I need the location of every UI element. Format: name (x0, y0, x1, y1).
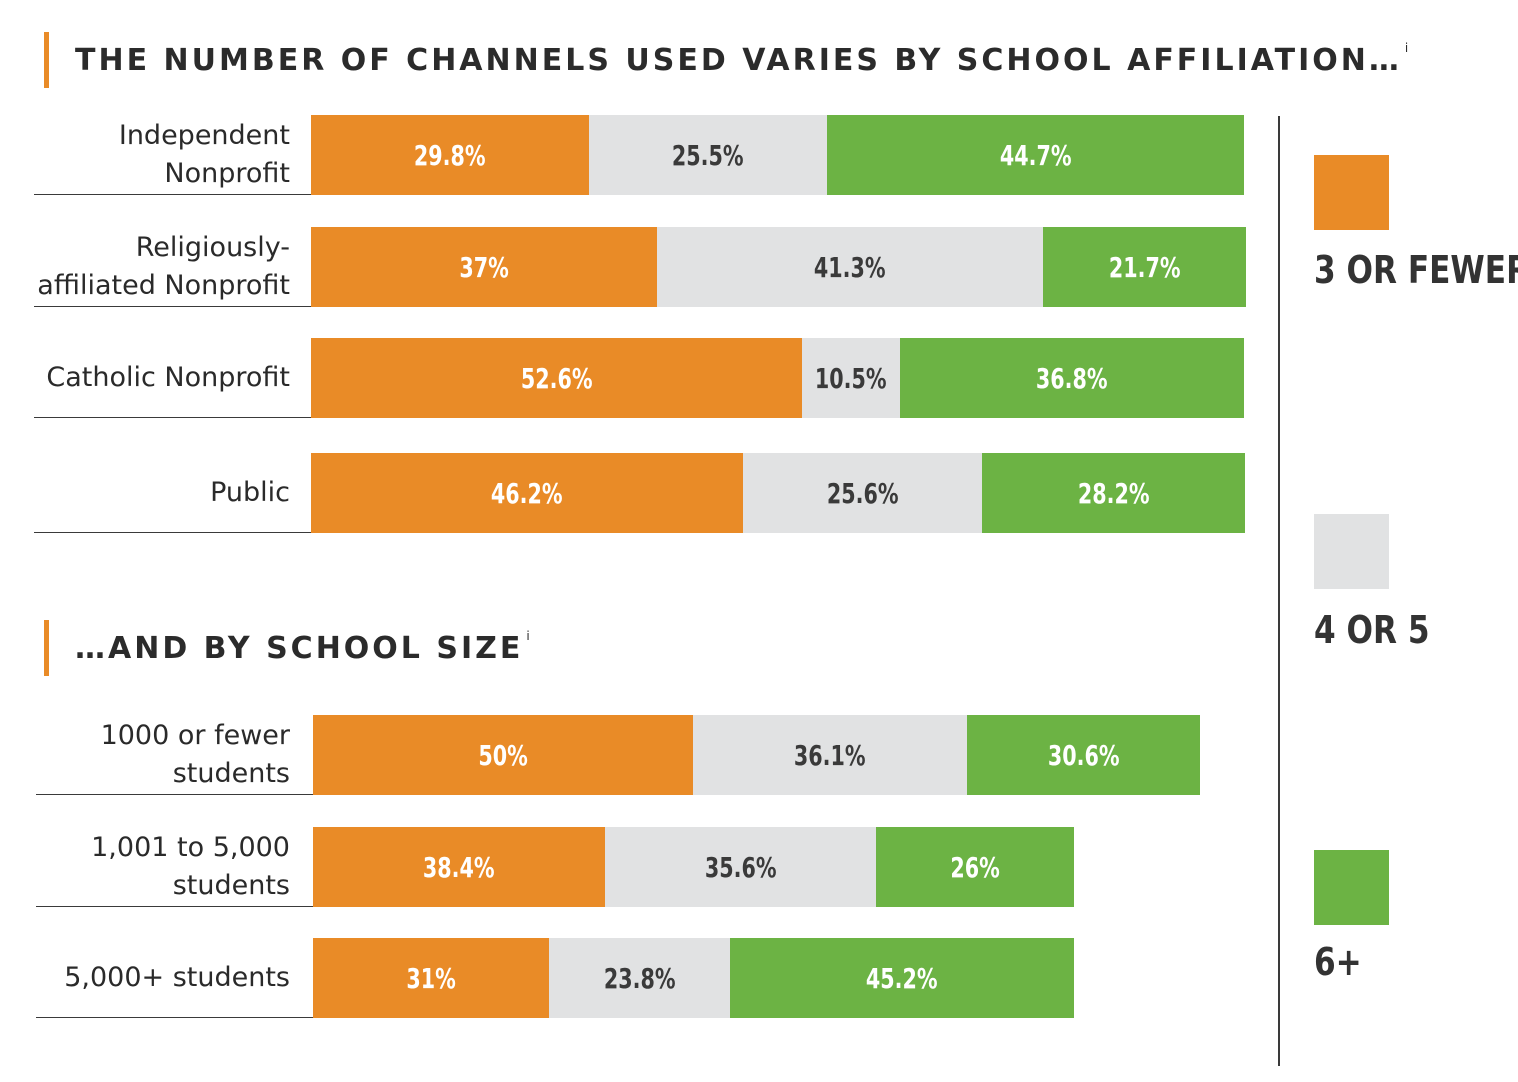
data-label: 28.2% (1077, 476, 1150, 510)
category-label: Independent Nonprofit (0, 115, 290, 195)
data-label: 25.5% (672, 138, 744, 172)
bar-segment-orange: 31% (313, 938, 549, 1018)
bar-segment-green: 45.2% (730, 938, 1074, 1018)
bar-segment-green: 28.2% (982, 453, 1245, 533)
bar-segment-gray: 25.5% (589, 115, 827, 195)
chart-title-affiliation: THE NUMBER OF CHANNELS USED VARIES BY SC… (44, 32, 1408, 88)
bar-segment-orange: 52.6% (311, 338, 802, 418)
row-separator (34, 532, 311, 533)
category-label: 1,001 to 5,000 students (0, 827, 290, 907)
data-label: 10.5% (815, 361, 887, 395)
data-label: 37% (459, 250, 509, 284)
bar-segment-gray: 36.1% (693, 715, 967, 795)
category-label-text: Catholic Nonprofit (46, 362, 290, 393)
row-separator (34, 417, 311, 418)
chart-title-text: THE NUMBER OF CHANNELS USED VARIES BY SC… (75, 42, 1402, 78)
bar-segment-gray: 35.6% (605, 827, 876, 907)
category-label-text: 1000 or fewer students (100, 720, 290, 789)
category-label: Public (0, 453, 290, 533)
category-label: 1000 or fewer students (0, 715, 290, 795)
data-label: 52.6% (520, 361, 593, 395)
bar-segment-orange: 50% (313, 715, 693, 795)
category-label: Catholic Nonprofit (0, 338, 290, 418)
bar-segment-orange: 38.4% (313, 827, 605, 907)
legend-divider (1278, 116, 1280, 1066)
bar-segment-orange: 29.8% (311, 115, 589, 195)
category-label: 5,000+ students (0, 938, 290, 1018)
bar-segment-green: 30.6% (967, 715, 1200, 795)
data-label: 38.4% (423, 850, 495, 884)
bar-segment-orange: 37% (311, 227, 657, 307)
data-label: 45.2% (866, 961, 938, 995)
bar-segment-gray: 25.6% (743, 453, 982, 533)
footnote-marker: i (526, 629, 530, 643)
data-label: 23.8% (603, 961, 676, 995)
data-label: 29.8% (414, 138, 486, 172)
bar-segment-gray: 23.8% (549, 938, 730, 1018)
data-label: 31% (406, 961, 456, 995)
legend-swatch-4-or-5 (1314, 514, 1389, 589)
data-label: 35.6% (704, 850, 777, 884)
legend-label-4-or-5: 4 OR 5 (1314, 608, 1430, 652)
footnote-marker: i (1404, 41, 1409, 55)
category-label: Religiously-affiliated Nonprofit (0, 227, 290, 307)
data-label: 30.6% (1047, 738, 1120, 772)
bar-segment-gray: 41.3% (657, 227, 1043, 307)
data-label: 21.7% (1108, 250, 1181, 284)
category-label-text: Public (210, 477, 290, 508)
category-label-text: Independent Nonprofit (118, 120, 290, 189)
data-label: 26% (950, 850, 1000, 884)
legend-swatch-3-or-fewer (1314, 155, 1389, 230)
data-label: 36.8% (1036, 361, 1108, 395)
data-label: 46.2% (491, 476, 563, 510)
row-separator (36, 1017, 313, 1018)
bar-segment-gray: 10.5% (802, 338, 900, 418)
data-label: 44.7% (999, 138, 1072, 172)
row-separator (36, 906, 313, 907)
bar-segment-green: 21.7% (1043, 227, 1246, 307)
data-label: 41.3% (814, 250, 886, 284)
data-label: 36.1% (794, 738, 866, 772)
bar-segment-green: 26% (876, 827, 1074, 907)
data-label: 25.6% (826, 476, 899, 510)
chart-title-size: …AND BY SCHOOL SIZE i (44, 620, 530, 676)
bar-segment-green: 36.8% (900, 338, 1244, 418)
legend-label-6-plus: 6+ (1314, 940, 1362, 984)
category-label-text: 1,001 to 5,000 students (91, 832, 290, 901)
chart-title-text: …AND BY SCHOOL SIZE (75, 630, 524, 666)
category-label-text: Religiously-affiliated Nonprofit (37, 232, 290, 301)
category-label-text: 5,000+ students (64, 962, 290, 993)
data-label: 50% (478, 738, 528, 772)
bar-segment-green: 44.7% (827, 115, 1244, 195)
row-separator (34, 194, 311, 195)
row-separator (36, 794, 313, 795)
bar-segment-orange: 46.2% (311, 453, 743, 533)
legend-swatch-6-plus (1314, 850, 1389, 925)
legend-label-3-or-fewer: 3 OR FEWER (1314, 248, 1518, 292)
row-separator (34, 306, 311, 307)
